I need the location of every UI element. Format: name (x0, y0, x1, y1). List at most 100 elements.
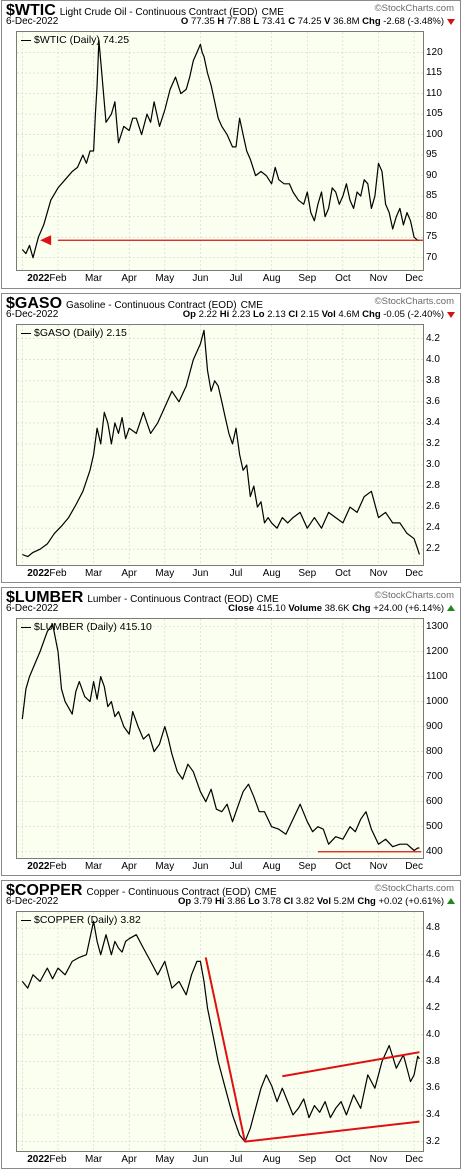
quote-value: 77.35 (188, 16, 218, 27)
quote-value: 3.78 (259, 896, 284, 907)
symbol-description: Copper - Continuous Contract (EOD) (86, 887, 251, 898)
legend-line-icon (21, 332, 31, 334)
chart-panel-lumber: $LUMBER Lumber - Continuous Contract (EOD… (1, 587, 461, 876)
quote-label: Op (177, 896, 192, 907)
y-axis: 2.2 2.4 2.6 2.8 3.0 3.2 3.4 3.6 3.8 4.0 4.2 (426, 324, 460, 566)
x-tick-label: Feb (49, 273, 67, 284)
quote-label: V (324, 16, 331, 27)
symbol-title: $LUMBER Lumber - Continuous Contract (EOD… (6, 589, 279, 607)
y-tick-label: 4.6 (426, 948, 440, 960)
legend-line-icon (21, 919, 31, 921)
y-tick-label: 100 (426, 128, 443, 140)
y-tick-label: 95 (426, 149, 438, 161)
x-tick-label: May (155, 861, 175, 872)
y-tick-label: 90 (426, 169, 438, 181)
x-tick-label: Oct (335, 568, 351, 579)
quote-label: Cl (288, 309, 298, 320)
quote-value: 3.82 (293, 896, 317, 907)
x-tick-label: Jul (229, 1154, 243, 1165)
trend-line (282, 1051, 420, 1078)
y-tick-label: 4.0 (426, 1028, 440, 1040)
quote-value: 3.86 (224, 896, 249, 907)
x-tick-label: Dec (405, 1154, 423, 1165)
trend-line (244, 1120, 420, 1143)
price-chart-svg (17, 619, 423, 858)
trend-line (204, 957, 246, 1142)
x-axis: 2022 Feb Mar Apr May Jun Jul Aug Sep Oct Nov Dec (16, 861, 424, 875)
x-tick-label: Apr (121, 273, 137, 284)
quote-summary: O 77.35 H 77.88 L 73.41 C 74.25 V 36.8M … (181, 16, 444, 27)
quote-label: Lo (253, 309, 265, 320)
x-tick-label: Aug (262, 1154, 281, 1165)
y-tick-label: 115 (426, 67, 442, 79)
brand-text: StockCharts.com (381, 590, 454, 601)
x-tick-label: Mar (84, 273, 103, 284)
x-axis: 2022 Feb Mar Apr May Jun Jul Aug Sep Oct Nov Dec (16, 273, 424, 287)
y-tick-label: 1000 (426, 695, 449, 707)
quote-value: 38.6K (322, 603, 353, 614)
x-tick-label: Feb (49, 568, 67, 579)
plot-area: $COPPER (Daily) 3.82 (16, 911, 424, 1152)
x-tick-label: Jun (192, 568, 209, 579)
y-tick-label: 400 (426, 845, 443, 857)
y-tick-label: 2.8 (426, 480, 440, 492)
symbol-text: $LUMBER (6, 589, 84, 606)
copyright-icon: © (374, 590, 382, 601)
quote-label: Chg (352, 603, 371, 614)
y-tick-label: 4.4 (426, 975, 440, 987)
quote-label: Chg (362, 309, 381, 320)
symbol-description: Lumber - Continuous Contract (EOD) (87, 594, 253, 605)
y-tick-label: 4.8 (426, 922, 440, 934)
y-tick-label: 900 (426, 720, 443, 732)
chart-panel-copper: $COPPER Copper - Continuous Contract (EOD… (1, 880, 461, 1169)
symbol-text: $WTIC (6, 2, 56, 19)
panel-header: $WTIC Light Crude Oil - Continuous Contra… (2, 1, 460, 29)
x-axis: 2022 Feb Mar Apr May Jun Jul Aug Sep Oct Nov Dec (16, 568, 424, 582)
x-tick-label: Mar (84, 1154, 103, 1165)
x-tick-label: Feb (49, 1154, 67, 1165)
quote-value: 36.8M (330, 16, 363, 27)
price-chart-svg (17, 32, 423, 270)
quote-label: Vol (321, 309, 336, 320)
symbol-text: $GASO (6, 295, 63, 312)
quote-label: C (288, 16, 296, 27)
x-tick-label: Jul (229, 273, 243, 284)
down-arrow-icon (447, 19, 455, 25)
y-tick-label: 700 (426, 770, 443, 782)
x-tick-label: 2022 (27, 273, 50, 284)
x-tick-label: 2022 (27, 861, 50, 872)
x-tick-label: Aug (262, 273, 281, 284)
y-tick-label: 4.0 (426, 353, 440, 365)
x-tick-label: May (155, 568, 175, 579)
x-tick-label: Apr (121, 568, 137, 579)
panel-header: $GASO Gasoline - Continuous Contract (EOD… (2, 294, 460, 322)
copyright-icon: © (374, 3, 382, 14)
quote-label: Op (182, 309, 196, 320)
quote-value: 3.79 (191, 896, 215, 907)
x-tick-label: Sep (298, 568, 317, 579)
exchange-label: CME (261, 7, 284, 18)
legend-text: $WTIC (Daily) 74.25 (34, 34, 130, 46)
symbol-title: $COPPER Copper - Continuous Contract (EOD… (6, 882, 277, 900)
brand-text: StockCharts.com (381, 3, 454, 14)
y-tick-label: 3.8 (426, 374, 440, 386)
series-legend: $GASO (Daily) 2.15 (21, 327, 127, 339)
series-legend: $WTIC (Daily) 74.25 (21, 34, 129, 46)
y-tick-label: 4.2 (426, 1002, 440, 1014)
y-tick-label: 1100 (426, 670, 448, 682)
y-tick-label: 85 (426, 190, 438, 202)
symbol-description: Light Crude Oil - Continuous Contract (E… (59, 7, 258, 18)
stockcharts-brand: ©StockCharts.com (375, 883, 454, 894)
exchange-label: CME (256, 594, 279, 605)
x-tick-label: Nov (369, 861, 388, 872)
x-axis: 2022 Feb Mar Apr May Jun Jul Aug Sep Oct Nov Dec (16, 1154, 424, 1168)
quote-value: 415.10 (254, 603, 289, 614)
x-tick-label: Jun (192, 273, 209, 284)
y-tick-label: 1200 (426, 645, 449, 657)
legend-line-icon (21, 39, 31, 41)
y-tick-label: 105 (426, 108, 443, 120)
support-arrow-icon (40, 235, 52, 246)
quote-label: Volume (288, 603, 322, 614)
quote-summary: Op 3.79 Hi 3.86 Lo 3.78 Cl 3.82 Vol 5.2M… (178, 896, 444, 907)
chart-panel-gaso: $GASO Gasoline - Continuous Contract (EOD… (1, 293, 461, 583)
